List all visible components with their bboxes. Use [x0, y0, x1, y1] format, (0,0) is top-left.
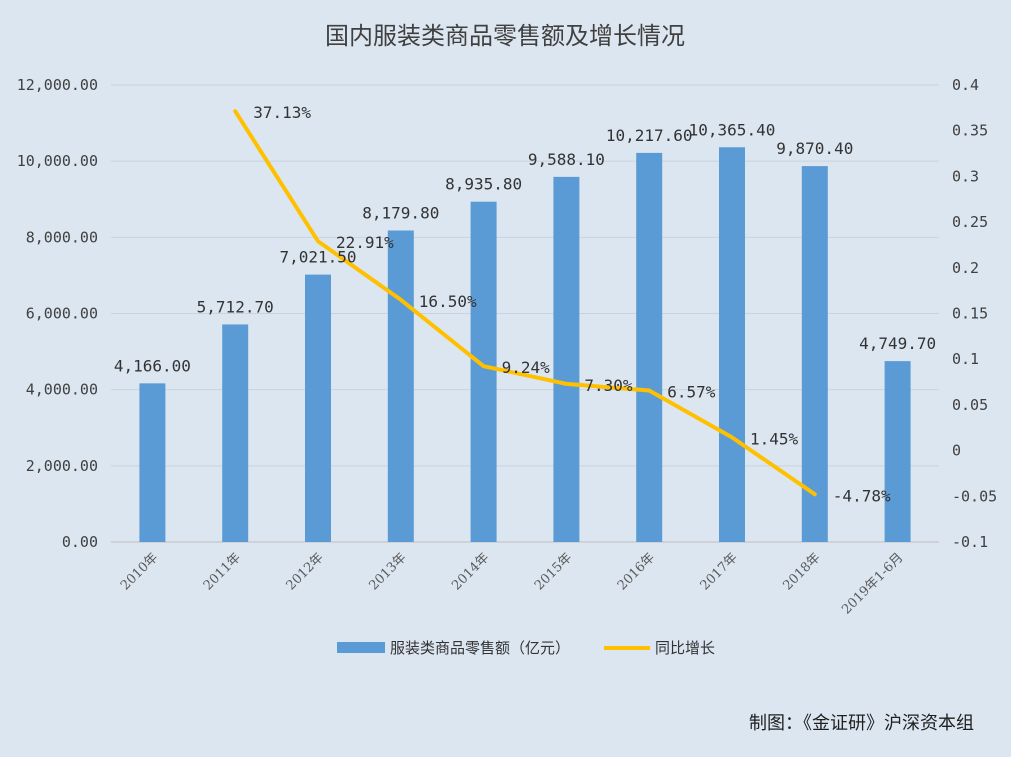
- right-axis-tick-label: 0.1: [952, 350, 979, 368]
- source-note: 制图：《金证研》沪深资本组: [749, 713, 974, 734]
- line-data-label: 37.13%: [253, 103, 311, 122]
- bar: [553, 176, 580, 542]
- x-axis-tick-label: 2015年: [532, 550, 575, 593]
- left-axis-tick-label: 10,000.00: [17, 152, 98, 170]
- x-axis-tick-label: 2018年: [780, 550, 823, 593]
- right-axis-tick-label: 0.4: [952, 76, 979, 94]
- bar: [719, 147, 745, 542]
- x-axis-tick-label: 2013年: [366, 550, 409, 593]
- line-data-label: 1.45%: [750, 429, 799, 448]
- left-axis-tick-label: 6,000.00: [26, 305, 98, 323]
- bar-data-label: 10,365.40: [689, 120, 776, 139]
- x-axis-tick-label: 2011年: [201, 550, 244, 593]
- bar-data-label: 7,021.50: [279, 248, 356, 267]
- line-data-label: 9.24%: [502, 358, 551, 377]
- right-axis-tick-label: 0.15: [952, 305, 988, 323]
- line-series: [233, 109, 817, 497]
- bar: [222, 324, 249, 542]
- bar: [884, 361, 911, 542]
- x-axis: 2010年 2011年 2012年 2013年 2014年 2015年 2016年 2017年…: [118, 550, 906, 617]
- legend-bar-label: 服装类商品零售额（亿元）: [390, 639, 570, 657]
- bar: [801, 166, 828, 542]
- right-axis-tick-label: 0: [952, 442, 961, 460]
- bar-data-label: 10,217.60: [606, 126, 693, 145]
- bar-data-label: 4,166.00: [114, 356, 191, 375]
- growth-line: [233, 109, 817, 497]
- bar-data-label: 4,749.70: [859, 334, 936, 353]
- right-axis-tick-label: -0.05: [952, 487, 997, 505]
- chart-title: 国内服装类商品零售额及增长情况: [325, 22, 685, 50]
- line-data-label: 7.30%: [584, 376, 633, 395]
- bar: [305, 274, 331, 542]
- x-axis-tick-label: 2012年: [284, 550, 327, 593]
- left-y-axis: 0.00 2,000.00 4,000.00 6,000.00 8,000.00 10,0…: [17, 76, 98, 551]
- bar: [470, 201, 497, 542]
- legend-line-label: 同比增长: [655, 639, 715, 657]
- bar-data-label: 8,179.80: [362, 203, 439, 222]
- bar-data-label: 5,712.70: [197, 297, 274, 316]
- x-axis-tick-label: 2014年: [449, 550, 492, 593]
- right-axis-tick-label: 0.25: [952, 213, 988, 231]
- bar: [636, 152, 663, 542]
- right-y-axis: -0.1 -0.05 0 0.05 0.1 0.15 0.2 0.25 0.3 0.35 0.4: [952, 76, 997, 551]
- right-axis-tick-label: 0.2: [952, 259, 979, 277]
- line-data-label: -4.78%: [833, 486, 891, 505]
- line-data-label: 22.91%: [336, 233, 394, 252]
- right-axis-tick-label: 0.35: [952, 122, 988, 140]
- bar: [387, 230, 414, 542]
- right-axis-tick-label: -0.1: [952, 533, 988, 551]
- left-axis-tick-label: 12,000.00: [17, 76, 98, 94]
- x-axis-tick-label: 2019年1-6月: [839, 550, 906, 617]
- line-data-label: 16.50%: [419, 292, 477, 311]
- x-axis-tick-label: 2010年: [118, 550, 161, 593]
- bar: [139, 383, 166, 542]
- bar-series: [139, 147, 911, 542]
- legend: 服装类商品零售额（亿元） 同比增长: [337, 639, 715, 657]
- bar-data-labels: 4,166.00 5,712.70 7,021.50 8,179.80 8,935.80…: [114, 120, 936, 375]
- left-axis-tick-label: 4,000.00: [26, 381, 98, 399]
- line-data-label: 6.57%: [667, 383, 716, 402]
- bar-data-label: 8,935.80: [445, 175, 522, 194]
- legend-bar-swatch: [337, 642, 385, 653]
- gridlines: [111, 84, 939, 543]
- left-axis-tick-label: 2,000.00: [26, 457, 98, 475]
- x-axis-tick-label: 2016年: [615, 550, 658, 593]
- left-axis-tick-label: 8,000.00: [26, 228, 98, 246]
- x-axis-tick-label: 2017年: [698, 550, 741, 593]
- right-axis-tick-label: 0.05: [952, 396, 988, 414]
- left-axis-tick-label: 0.00: [62, 533, 98, 551]
- bar-data-label: 9,870.40: [776, 139, 853, 158]
- bar-data-label: 9,588.10: [528, 150, 605, 169]
- right-axis-tick-label: 0.3: [952, 167, 979, 185]
- line-data-labels: 37.13% 22.91% 16.50% 9.24% 7.30% 6.57% 1.45% -4…: [253, 103, 891, 505]
